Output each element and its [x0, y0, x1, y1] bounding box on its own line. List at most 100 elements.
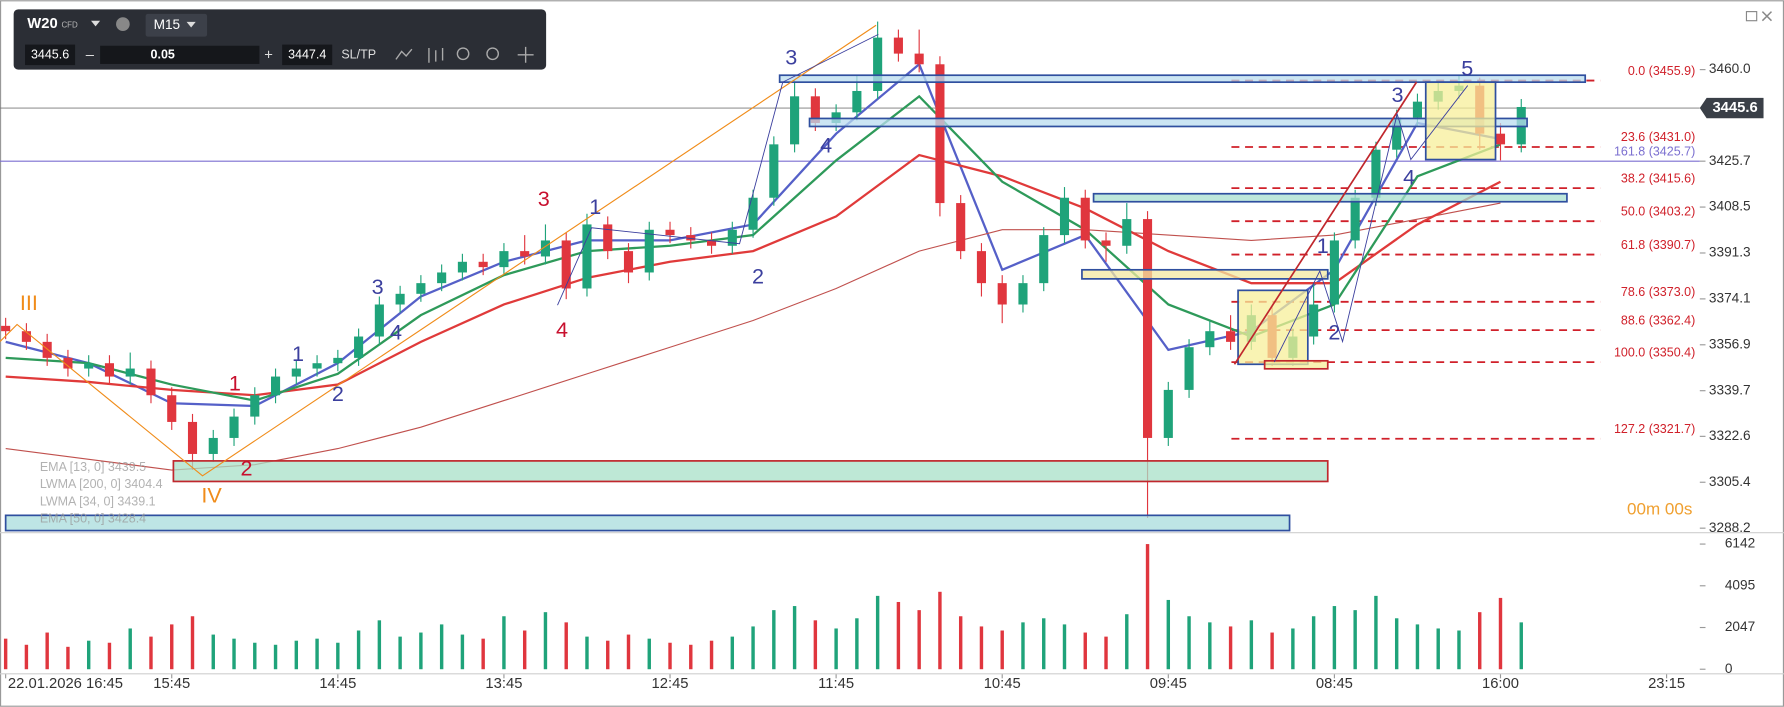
volume-bar	[1332, 606, 1337, 670]
ask-box[interactable]	[282, 44, 333, 66]
volume-bar	[1415, 624, 1420, 670]
candle-body	[312, 363, 322, 369]
bid-box[interactable]	[25, 44, 76, 66]
timeframe[interactable]: M15	[154, 17, 181, 32]
trend-lines	[0, 24, 1469, 477]
volume-bar	[107, 642, 112, 670]
volume-bar	[439, 624, 444, 670]
symbol[interactable]: W20	[27, 16, 57, 32]
volume-bar	[979, 626, 984, 670]
candle-body	[250, 395, 260, 417]
lot-input[interactable]	[100, 45, 260, 64]
x-tick-label: 13:45	[485, 676, 522, 692]
sltp-button[interactable]: SL/TP	[341, 48, 376, 62]
volume-bar	[564, 622, 568, 670]
zone	[1092, 192, 1568, 203]
minimize-button[interactable]	[1745, 11, 1758, 22]
volume-bar	[938, 591, 942, 670]
candle-body	[42, 341, 52, 358]
volume-bar	[1249, 620, 1254, 670]
candle-body	[1018, 283, 1028, 305]
info-icon[interactable]	[116, 17, 130, 31]
volume-bar	[253, 642, 257, 670]
candle-body	[686, 235, 696, 241]
volume-bar	[813, 620, 818, 670]
candle-body	[167, 395, 177, 422]
candle-body	[1059, 197, 1070, 236]
timeframe-dropdown[interactable]	[186, 21, 196, 28]
candle-body	[229, 416, 239, 438]
lot-size[interactable]: 0.05	[151, 48, 175, 62]
volume-bar	[1311, 616, 1316, 670]
wave-label: 3	[785, 45, 797, 70]
volume-bar	[294, 640, 299, 670]
indicator-icon[interactable]	[428, 48, 444, 63]
volume-bar	[3, 638, 8, 670]
candle-body	[499, 251, 509, 268]
zone	[808, 117, 1528, 128]
zoom-in-icon[interactable]	[486, 47, 500, 61]
candle-body	[665, 229, 675, 236]
zone	[1263, 359, 1329, 370]
volume-tick-label: 0	[1725, 661, 1733, 676]
volume-bar	[522, 630, 527, 670]
candle-body	[914, 53, 924, 65]
candle-body	[374, 304, 384, 337]
decrease-button[interactable]: –	[86, 47, 95, 63]
volume-bar	[45, 632, 49, 670]
fib-label: 38.2 (3415.6)	[1621, 171, 1695, 185]
wave-label: 1	[229, 370, 241, 395]
wave-label: 3	[372, 274, 384, 299]
volume-bar	[170, 624, 174, 670]
x-tick-label: 14:45	[319, 676, 356, 692]
candle-body	[1163, 389, 1173, 438]
close-button[interactable]	[1761, 11, 1773, 22]
volume-bar	[1519, 622, 1523, 670]
candle-body	[644, 229, 654, 273]
x-tick-label: 08:45	[1316, 676, 1353, 692]
fib-label: 78.6 (3373.0)	[1621, 285, 1695, 299]
y-tick-label: 3425.7	[1709, 153, 1751, 168]
candle-body	[623, 251, 634, 273]
zoom-out-icon[interactable]	[456, 47, 470, 61]
zone	[1424, 81, 1497, 161]
candle-body	[790, 96, 800, 145]
volume-bar	[1208, 622, 1212, 670]
candle-body	[63, 357, 73, 369]
y-tick-label: 3460.0	[1709, 61, 1751, 76]
ask-price[interactable]: 3447.4	[288, 48, 326, 62]
timeframe-select[interactable]	[145, 13, 208, 37]
candle-body	[769, 144, 779, 198]
volume-bar	[917, 610, 921, 670]
x-tick-label: 12:45	[652, 676, 689, 692]
symbol-dropdown[interactable]	[91, 20, 101, 27]
volume-bar	[211, 634, 215, 670]
candle-body	[1392, 117, 1402, 150]
wave-label: 1	[292, 341, 304, 366]
candle-body	[976, 251, 987, 284]
volume-bar	[1083, 632, 1087, 670]
candle-body	[1101, 240, 1111, 246]
candle-body	[270, 376, 281, 396]
x-tick-label: 23:15	[1648, 676, 1685, 692]
fib-label: 23.6 (3431.0)	[1621, 130, 1695, 144]
candle-body	[208, 437, 218, 454]
wave-label: IV	[201, 482, 222, 507]
toolbar-icons	[395, 46, 534, 63]
volume-bar	[896, 601, 901, 670]
candle-body	[1, 325, 11, 332]
chart-type-icon[interactable]	[395, 48, 413, 60]
bid-price[interactable]: 3445.6	[31, 48, 69, 62]
candle-body	[1184, 347, 1194, 390]
volume-bar	[1436, 628, 1440, 670]
volume-bar	[751, 626, 755, 670]
zone	[172, 460, 1329, 483]
wave-label: 4	[390, 320, 402, 345]
volume-bar	[377, 620, 382, 670]
move-icon[interactable]	[517, 46, 534, 63]
increase-button[interactable]: +	[264, 47, 273, 63]
fib-label: 88.6 (3362.4)	[1621, 313, 1695, 327]
volume-bar	[1166, 599, 1171, 670]
trend-line	[1233, 81, 1418, 365]
